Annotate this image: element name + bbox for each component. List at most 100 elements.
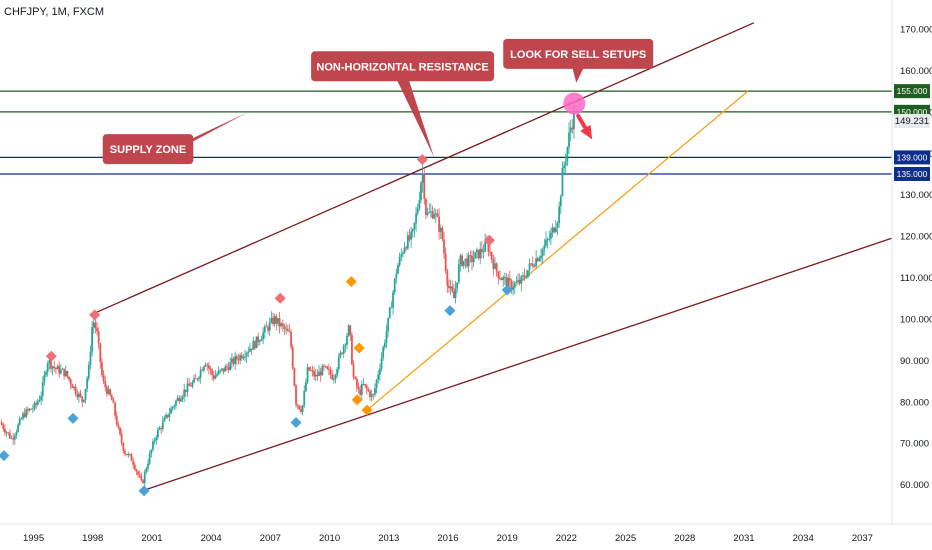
candle-body-291 bbox=[479, 248, 482, 259]
y-tick-label: 90.000 bbox=[900, 356, 929, 367]
y-tick-label: 120.000 bbox=[900, 232, 932, 243]
candle-body-139 bbox=[229, 362, 232, 371]
current-price-label: 149.231 bbox=[895, 116, 929, 127]
candle-body-248 bbox=[408, 235, 411, 240]
candle-body-16 bbox=[27, 409, 29, 411]
candle-body-314 bbox=[517, 279, 519, 282]
candle-body-283 bbox=[466, 258, 468, 267]
candle-body-158 bbox=[260, 339, 263, 341]
candle-body-64 bbox=[105, 387, 108, 394]
candle-body-277 bbox=[456, 282, 459, 289]
price-axis[interactable]: 170.000160.000150.000140.000130.000120.0… bbox=[894, 24, 932, 491]
candle-body-190 bbox=[313, 370, 316, 377]
candle-body-132 bbox=[217, 370, 220, 375]
candle-body-144 bbox=[237, 359, 240, 361]
candle-body-82 bbox=[135, 469, 138, 472]
level-tag-label-2: 139.000 bbox=[897, 152, 928, 162]
candle-body-112 bbox=[184, 389, 187, 392]
level-tag-3 bbox=[894, 166, 930, 181]
candle-body-60 bbox=[99, 343, 102, 363]
candle-body-259 bbox=[426, 212, 429, 215]
candle-body-279 bbox=[459, 255, 462, 265]
candle-body-72 bbox=[119, 427, 121, 435]
candle-body-125 bbox=[206, 364, 209, 366]
candle-body-98 bbox=[161, 421, 164, 429]
x-tick-label: 2019 bbox=[497, 533, 518, 544]
candle-body-341 bbox=[561, 167, 564, 197]
callout-pointer-1 bbox=[396, 79, 435, 158]
candle-body-131 bbox=[216, 374, 218, 376]
candle-body-48 bbox=[79, 393, 82, 397]
candle-body-38 bbox=[63, 368, 66, 377]
candle-body-287 bbox=[472, 258, 475, 262]
candle-body-309 bbox=[508, 277, 511, 281]
candle-body-300 bbox=[494, 263, 496, 269]
candle-body-223 bbox=[367, 389, 370, 392]
candle-body-239 bbox=[393, 278, 396, 293]
candle-body-99 bbox=[163, 417, 166, 422]
candle-body-85 bbox=[140, 476, 143, 481]
candle-body-179 bbox=[295, 385, 297, 405]
candle-body-50 bbox=[82, 399, 85, 402]
candle-body-108 bbox=[178, 397, 181, 402]
y-tick-label: 80.000 bbox=[900, 397, 929, 408]
candle-body-37 bbox=[61, 368, 64, 370]
candle-body-315 bbox=[518, 279, 521, 284]
candle-body-188 bbox=[309, 370, 312, 371]
candle-body-146 bbox=[240, 355, 243, 359]
time-axis[interactable]: 1995 1998 2001 2004 2007 2010 2013 2016 2019 2022… bbox=[23, 533, 873, 544]
candle-body-12 bbox=[20, 418, 23, 420]
candle-body-61 bbox=[101, 362, 103, 376]
candle-body-123 bbox=[203, 366, 205, 371]
candle-body-235 bbox=[387, 317, 390, 332]
candle-body-247 bbox=[406, 235, 409, 249]
level-tag-2 bbox=[894, 150, 930, 165]
highlight-circle bbox=[563, 92, 586, 115]
pivot-marker-4 bbox=[138, 485, 150, 497]
candle-body-83 bbox=[137, 471, 140, 475]
candle-body-28 bbox=[46, 363, 49, 373]
candle-body-192 bbox=[316, 374, 319, 377]
candle-body-34 bbox=[56, 366, 59, 370]
candle-body-150 bbox=[247, 351, 250, 353]
candle-body-267 bbox=[439, 227, 442, 232]
candle-body-129 bbox=[212, 375, 215, 379]
candle-body-299 bbox=[492, 259, 495, 269]
candle-body-229 bbox=[377, 374, 380, 380]
candle-body-42 bbox=[69, 379, 72, 385]
candle-body-258 bbox=[425, 199, 427, 215]
price-series bbox=[0, 105, 575, 488]
candle-body-169 bbox=[278, 318, 281, 327]
candle-body-242 bbox=[398, 256, 401, 266]
candle-body-197 bbox=[324, 366, 327, 368]
candle-body-269 bbox=[443, 239, 445, 254]
x-tick-label: 2031 bbox=[733, 533, 754, 544]
candle-body-307 bbox=[505, 277, 508, 287]
candle-body-30 bbox=[50, 360, 52, 369]
candle-body-243 bbox=[400, 254, 403, 257]
x-tick-label: 2034 bbox=[793, 533, 814, 544]
candle-body-161 bbox=[265, 326, 268, 328]
candle-body-325 bbox=[535, 258, 538, 267]
candle-body-280 bbox=[461, 255, 464, 267]
trendline-channel-lower bbox=[141, 237, 893, 492]
candle-body-308 bbox=[507, 277, 510, 287]
candle-body-45 bbox=[74, 386, 77, 394]
candle-body-181 bbox=[298, 405, 301, 410]
candle-body-245 bbox=[403, 247, 406, 253]
candle-body-145 bbox=[239, 355, 242, 361]
candle-body-120 bbox=[198, 377, 200, 380]
candle-body-320 bbox=[526, 270, 529, 278]
candle-body-281 bbox=[462, 260, 465, 267]
candle-body-10 bbox=[17, 424, 19, 432]
trendline-ascending-support bbox=[366, 90, 749, 411]
candle-body-331 bbox=[545, 239, 547, 246]
candle-body-222 bbox=[365, 385, 368, 390]
candle-body-23 bbox=[38, 399, 41, 402]
candle-body-35 bbox=[58, 366, 61, 374]
candle-body-69 bbox=[114, 402, 117, 416]
candle-body-5 bbox=[8, 432, 11, 439]
candle-body-75 bbox=[124, 451, 126, 454]
candle-body-298 bbox=[490, 252, 493, 260]
candle-body-147 bbox=[242, 357, 245, 359]
